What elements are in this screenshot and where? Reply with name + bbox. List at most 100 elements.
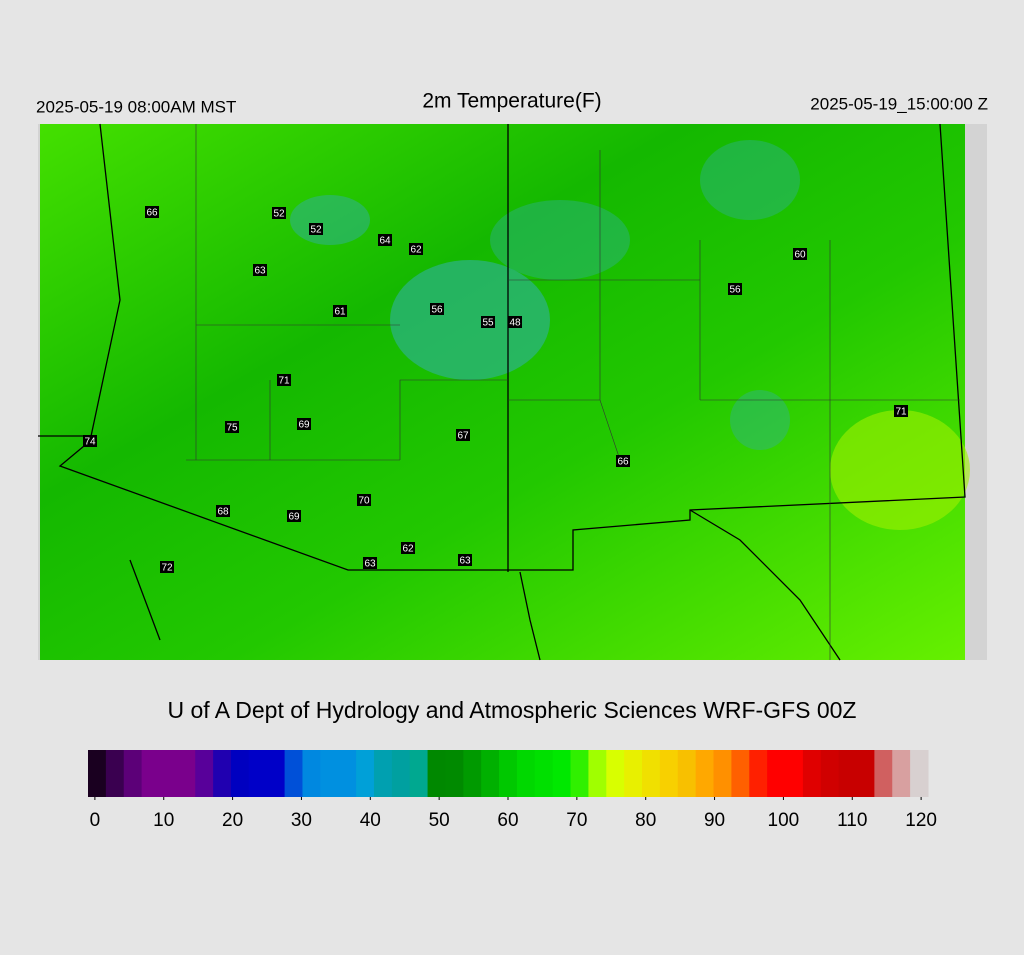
station-value: 63 (254, 266, 266, 277)
colorbar-cell (856, 750, 875, 797)
station-box (430, 303, 444, 315)
colorbar-cell (123, 750, 143, 797)
colorbar-cell (802, 750, 822, 797)
colorbar-cell (248, 750, 268, 797)
colorbar-cell (785, 750, 804, 797)
station-value: 64 (379, 236, 391, 247)
station-value: 63 (459, 556, 471, 567)
colorbar-tick-label: 100 (768, 810, 800, 831)
colorbar: 0 10 20 30 40 50 60 70 80 90 100 110 120 (88, 750, 937, 831)
colorbar-cell (606, 750, 625, 797)
colorbar-cell (284, 750, 303, 797)
colorbar-cell (105, 750, 125, 797)
colorbar-cell (195, 750, 214, 797)
station-value: 62 (402, 544, 414, 555)
colorbar-cell (320, 750, 339, 797)
colorbar-cell (427, 750, 446, 797)
colorbar-cell (874, 750, 893, 797)
station-box (456, 429, 470, 441)
station-value: 61 (334, 307, 346, 318)
colorbar-cell (230, 750, 250, 797)
station-box (894, 405, 908, 417)
colorbar-cell (624, 750, 643, 797)
colorbar-cell (88, 750, 107, 797)
station-box (728, 283, 742, 295)
station-value: 68 (217, 507, 229, 518)
station-value: 74 (84, 437, 96, 448)
colorbar-cell (481, 750, 500, 797)
colorbar-cell (767, 750, 786, 797)
station-box (616, 455, 630, 467)
colorbar-cell (749, 750, 768, 797)
colorbar-cell (552, 750, 572, 797)
station-value: 72 (161, 563, 173, 574)
valid-time: 2025-05-19_15:00:00 Z (810, 94, 988, 113)
station-value: 70 (358, 496, 370, 507)
station-value: 66 (146, 208, 158, 219)
station-box (409, 243, 423, 255)
colorbar-tick-label: 60 (497, 810, 518, 831)
map (38, 123, 987, 661)
colorbar-cell (731, 750, 750, 797)
station-value: 71 (278, 376, 290, 387)
colorbar-tick-label: 40 (360, 810, 381, 831)
colorbar-cell (516, 750, 536, 797)
station-value: 66 (617, 457, 629, 468)
colorbar-cell (463, 750, 482, 797)
station-box (309, 223, 323, 235)
colorbar-cell (373, 750, 393, 797)
station-box (793, 248, 807, 260)
colorbar-cell (391, 750, 411, 797)
colorbar-tick-label: 20 (222, 810, 243, 831)
colorbar-cell (159, 750, 178, 797)
station-box (357, 494, 371, 506)
station-box (458, 554, 472, 566)
colorbar-cell (499, 750, 518, 797)
station-value: 56 (431, 305, 443, 316)
colorbar-cell (177, 750, 196, 797)
colorbar-cell (302, 750, 321, 797)
stations: 66 52 52 64 62 63 61 56 55 48 60 56 71 75 69 67 74 66 71 70… (83, 206, 908, 574)
station-box (145, 206, 159, 218)
colorbar-cell (409, 750, 429, 797)
station-box (378, 234, 392, 246)
colorbar-tick-label: 50 (429, 810, 450, 831)
colorbar-cell (534, 750, 554, 797)
colorbar-tick-label: 80 (635, 810, 656, 831)
colorbar-cell (266, 750, 286, 797)
station-value: 48 (509, 318, 521, 329)
station-value: 69 (298, 420, 310, 431)
colorbar-cell (570, 750, 589, 797)
station-box (160, 561, 174, 573)
station-box (401, 542, 415, 554)
station-box (216, 505, 230, 517)
station-box (297, 418, 311, 430)
colorbar-tick-label: 70 (566, 810, 587, 831)
station-box (287, 510, 301, 522)
station-box (363, 557, 377, 569)
station-value: 60 (794, 250, 806, 261)
colorbar-cell (892, 750, 911, 797)
station-value: 71 (895, 407, 907, 418)
colorbar-cell (838, 750, 858, 797)
station-value: 52 (310, 225, 322, 236)
colorbar-cell (445, 750, 464, 797)
init-time: 2025-05-19 08:00AM MST (36, 97, 236, 116)
colorbar-cell (695, 750, 715, 797)
colorbar-tick-label: 10 (153, 810, 174, 831)
colorbar-cell (141, 750, 160, 797)
colorbar-cell (820, 750, 840, 797)
station-value: 55 (482, 318, 494, 329)
colorbar-tick-label: 90 (704, 810, 725, 831)
colorbar-tick-label: 0 (90, 810, 101, 831)
colorbar-cell (213, 750, 232, 797)
station-box (83, 435, 97, 447)
footer: U of A Dept of Hydrology and Atmospheric… (167, 697, 856, 723)
colorbar-tick-label: 110 (837, 810, 867, 831)
colorbar-cell (338, 750, 357, 797)
station-box (508, 316, 522, 328)
station-value: 56 (729, 285, 741, 296)
station-value: 67 (457, 431, 469, 442)
map-title: 2m Temperature(F) (422, 90, 601, 113)
